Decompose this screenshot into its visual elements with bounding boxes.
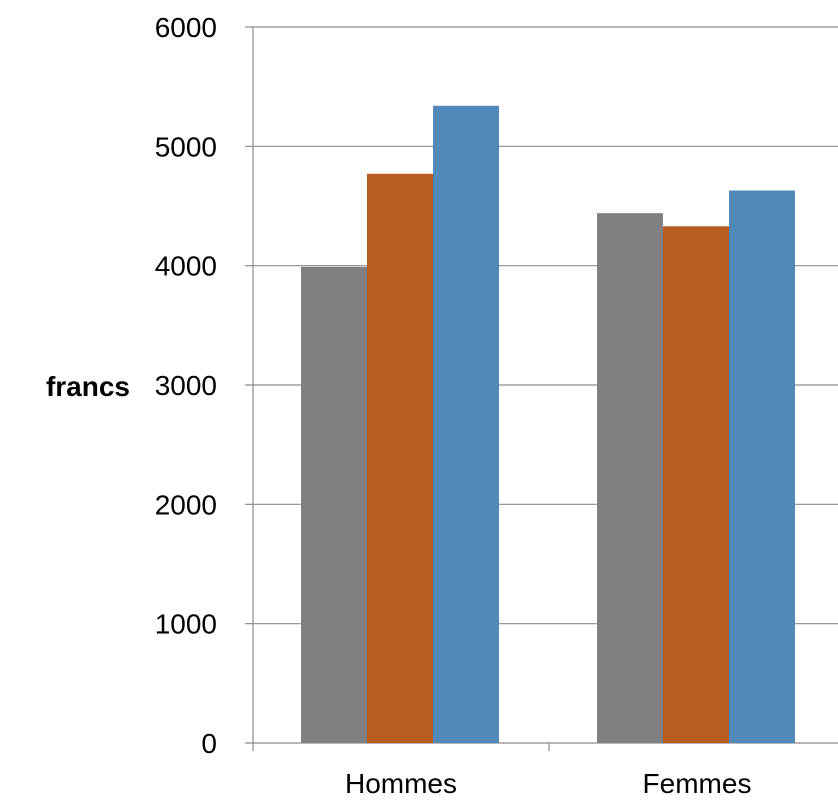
bar-hommes-series-3 xyxy=(433,106,499,743)
y-tick-label: 2000 xyxy=(155,489,217,520)
bar-hommes-series-2 xyxy=(367,174,433,743)
y-tick-label: 6000 xyxy=(155,12,217,43)
y-tick-label: 4000 xyxy=(155,251,217,282)
y-tick-label: 1000 xyxy=(155,609,217,640)
bars xyxy=(301,106,795,743)
y-axis-title: francs xyxy=(46,371,130,402)
y-tick-label: 0 xyxy=(201,728,217,759)
y-tick-label: 5000 xyxy=(155,131,217,162)
bar-femmes-series-1 xyxy=(597,213,663,743)
x-category-label: Hommes xyxy=(345,768,457,799)
x-category-label: Femmes xyxy=(643,768,752,799)
bar-femmes-series-2 xyxy=(663,226,729,743)
bar-femmes-series-3 xyxy=(729,190,795,743)
bar-hommes-series-1 xyxy=(301,267,367,743)
y-tick-label: 3000 xyxy=(155,370,217,401)
